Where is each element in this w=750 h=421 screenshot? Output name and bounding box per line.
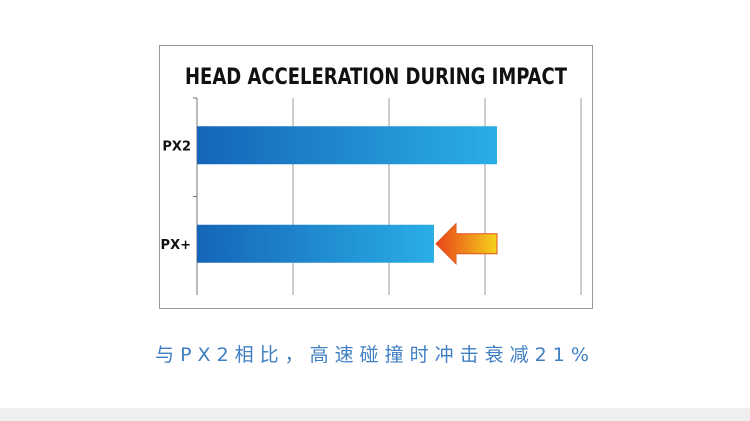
category-label: PX+	[161, 238, 191, 253]
annotations	[435, 222, 498, 265]
arrow-icon	[435, 222, 498, 265]
bars	[197, 126, 497, 263]
chart-frame: HEAD ACCELERATION DURING IMPACT PX2 PX+	[159, 45, 593, 309]
caption: 与PX2相比，高速碰撞时冲击衰减21%	[155, 344, 595, 366]
bar-chart: HEAD ACCELERATION DURING IMPACT PX2 PX+	[161, 65, 582, 295]
footer-band	[0, 408, 750, 421]
bar-px-	[197, 224, 434, 263]
category-labels: PX2 PX+	[161, 139, 191, 253]
chart-title: HEAD ACCELERATION DURING IMPACT	[185, 65, 567, 90]
bar-px2	[197, 126, 497, 165]
category-label: PX2	[162, 139, 191, 154]
